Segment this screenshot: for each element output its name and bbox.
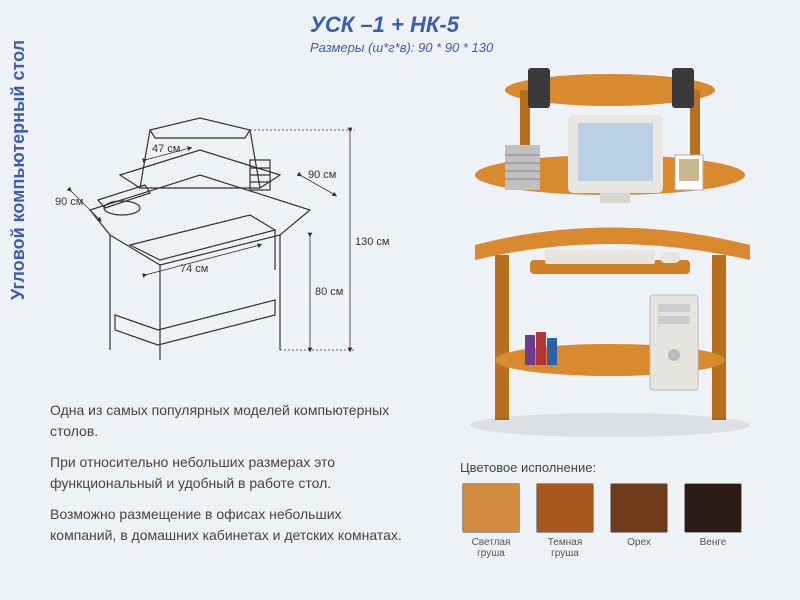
swatch-label-0: Светлая груша xyxy=(460,537,522,559)
swatch-box-1 xyxy=(536,483,594,533)
desc-p2: При относительно небольших размерах это … xyxy=(50,452,410,494)
technical-diagram: 90 см 47 см 90 см 74 см 80 см 130 см xyxy=(50,60,390,370)
swatch-2: Орех xyxy=(608,483,670,559)
description: Одна из самых популярных моделей компьют… xyxy=(50,400,410,556)
product-photo xyxy=(450,60,780,440)
color-title: Цветовое исполнение: xyxy=(460,460,780,475)
swatch-label-2: Орех xyxy=(627,537,651,548)
swatch-label-3: Венге xyxy=(700,537,727,548)
dim-shelf-width: 47 см xyxy=(152,143,180,155)
swatch-box-2 xyxy=(610,483,668,533)
swatch-label-1: Темная груша xyxy=(534,537,596,559)
color-swatches: Светлая груша Темная груша Орех Венге xyxy=(460,483,780,559)
swatch-0: Светлая груша xyxy=(460,483,522,559)
dim-total-height: 130 см xyxy=(355,236,389,248)
desc-p1: Одна из самых популярных моделей компьют… xyxy=(50,400,410,442)
dim-desk-height: 80 см xyxy=(315,286,343,298)
swatch-1: Темная груша xyxy=(534,483,596,559)
dim-desk-width: 74 см xyxy=(180,263,208,275)
swatch-3: Венге xyxy=(682,483,744,559)
model-name: УСК –1 + НК-5 xyxy=(310,12,493,38)
desc-p3: Возможно размещение в офисах небольших к… xyxy=(50,504,410,546)
swatch-box-0 xyxy=(462,483,520,533)
dim-right-depth: 90 см xyxy=(308,169,336,181)
dim-left-depth: 90 см xyxy=(55,196,83,208)
swatch-box-3 xyxy=(684,483,742,533)
vertical-title: Угловой компьютерный стол xyxy=(8,40,29,300)
color-section: Цветовое исполнение: Светлая груша Темна… xyxy=(460,460,780,559)
header: УСК –1 + НК-5 Размеры (ш*г*в): 90 * 90 *… xyxy=(310,12,493,55)
dimensions-line: Размеры (ш*г*в): 90 * 90 * 130 xyxy=(310,40,493,55)
